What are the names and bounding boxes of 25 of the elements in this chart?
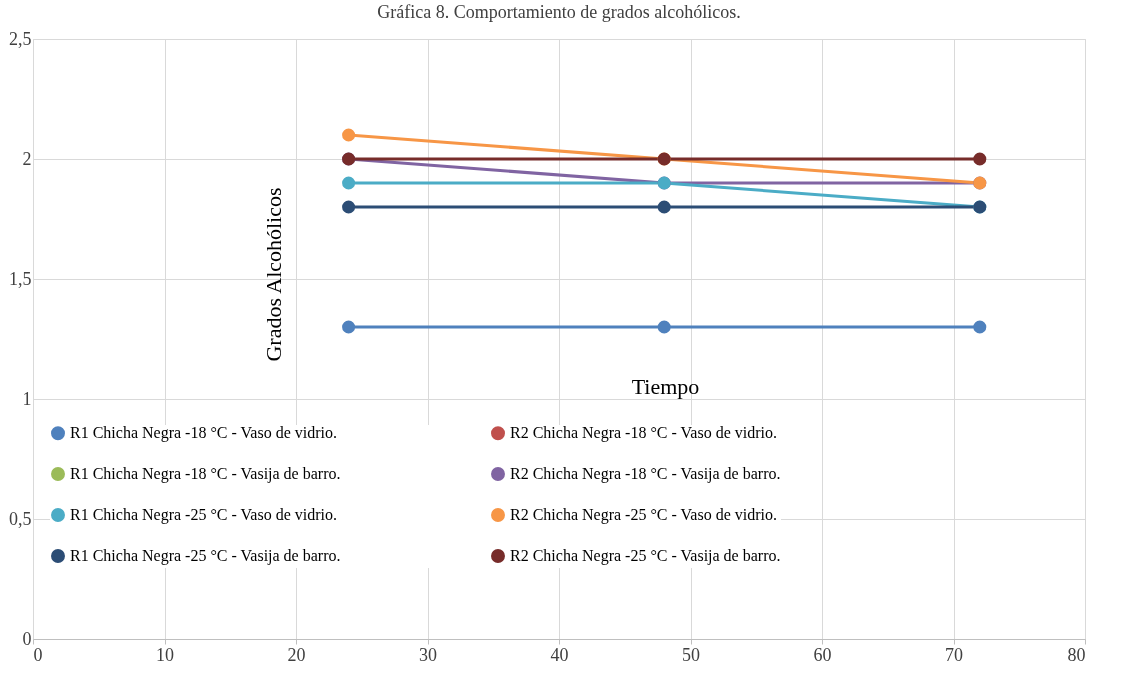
x-tick-label: 70 bbox=[945, 644, 963, 665]
x-tick-label: 30 bbox=[419, 644, 437, 665]
y-axis-title: Grados Alcohólicos bbox=[260, 187, 286, 362]
legend-label: R2 Chicha Negra -18 °C - Vaso de vidrio. bbox=[510, 424, 777, 443]
y-tick-label: 1 bbox=[22, 388, 32, 409]
legend-label: R2 Chicha Negra -25 °C - Vaso de vidrio. bbox=[510, 506, 777, 524]
x-tick-label: 40 bbox=[550, 644, 569, 665]
x-tick-label: 10 bbox=[156, 644, 174, 665]
legend-label: R2 Chicha Negra -18 °C - Vasija de barro. bbox=[510, 465, 781, 483]
y-tick-label: 1,5 bbox=[9, 268, 32, 289]
y-tick-label: 0 bbox=[22, 628, 32, 649]
x-tick-label: 80 bbox=[1067, 644, 1086, 665]
y-tick-label: 2,5 bbox=[9, 28, 32, 49]
chart-title: Gráfica 8. Comportamiento de grados alcohólicos. bbox=[377, 2, 741, 22]
legend-label: R1 Chicha Negra -18 °C - Vasija de barro. bbox=[70, 465, 341, 483]
legend-label: R1 Chicha Negra -25 °C - Vaso de vidrio. bbox=[70, 506, 337, 524]
legend-label: R1 Chicha Negra -18 °C - Vaso de vidrio. bbox=[70, 424, 337, 443]
legend-label: R1 Chicha Negra -25 °C - Vasija de barro. bbox=[70, 547, 341, 565]
x-axis-title: Tiempo bbox=[631, 373, 700, 399]
x-tick-label: 20 bbox=[287, 644, 306, 665]
legend-label: R2 Chicha Negra -25 °C - Vasija de barro. bbox=[510, 547, 781, 565]
x-tick-label: 60 bbox=[813, 644, 832, 665]
x-tick-label: 50 bbox=[682, 644, 700, 665]
y-tick-label: 0,5 bbox=[9, 508, 32, 529]
y-tick-label: 2 bbox=[22, 148, 32, 169]
